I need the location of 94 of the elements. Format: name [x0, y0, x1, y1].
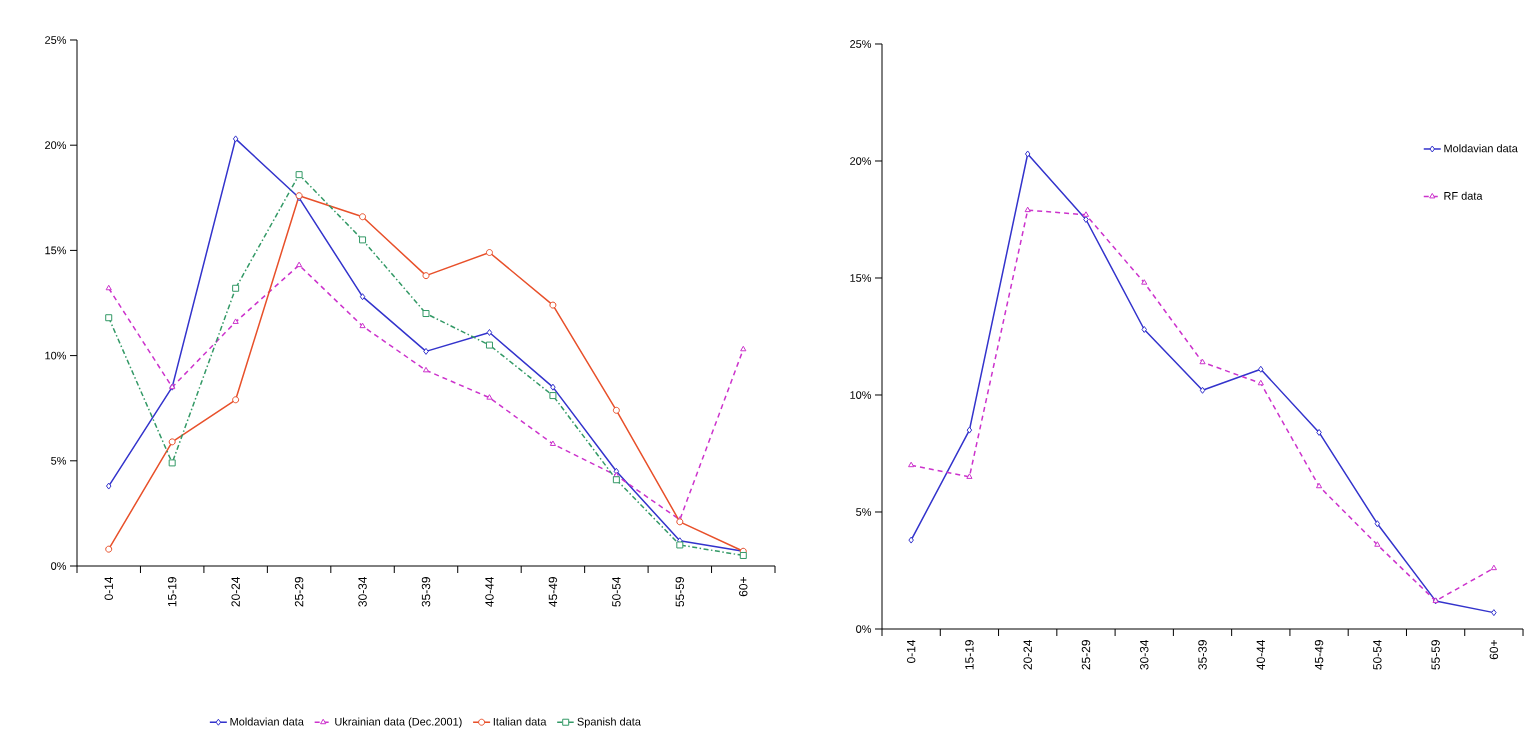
point: [486, 328, 493, 336]
point: [1316, 428, 1322, 436]
y-tick-label: 0%: [856, 625, 872, 633]
point: [549, 301, 557, 309]
x-tick-label: 0-14: [906, 639, 916, 663]
point: [485, 341, 493, 349]
point: [1083, 216, 1089, 223]
point: [423, 347, 429, 355]
point: [422, 310, 430, 318]
point: [296, 261, 303, 268]
point: [908, 536, 914, 544]
point: [422, 272, 430, 280]
point: [232, 318, 239, 324]
point: [1141, 325, 1147, 333]
point: [168, 438, 176, 446]
point: [232, 396, 240, 404]
point: [676, 518, 684, 526]
point: [1374, 541, 1381, 547]
y-tick-label: 20%: [850, 157, 872, 165]
point: [1258, 365, 1264, 373]
point: [1199, 358, 1206, 365]
y-tick-label: 5%: [856, 508, 872, 516]
point: [1491, 609, 1497, 617]
point: [550, 383, 556, 391]
point: [105, 482, 112, 490]
x-tick-label: 60+: [1489, 640, 1499, 660]
point: [1024, 206, 1031, 213]
x-tick-label: 35-39: [421, 577, 431, 607]
x-tick-label: 45-49: [548, 577, 558, 607]
x-tick-label: 40-44: [1256, 639, 1266, 670]
point: [295, 171, 303, 179]
y-tick-label: 15%: [850, 274, 872, 282]
y-tick-label: 25%: [45, 36, 67, 44]
x-tick-label: 30-34: [1140, 639, 1149, 670]
point: [1374, 520, 1381, 528]
point: [1490, 564, 1497, 571]
y-tick-label: 15%: [45, 246, 67, 255]
point: [676, 541, 684, 549]
point: [739, 551, 747, 559]
x-tick-label: 20-24: [1023, 639, 1032, 670]
y-tick-label: 10%: [850, 391, 872, 399]
point: [359, 236, 367, 244]
point: [612, 406, 620, 414]
x-tick-label: 45-49: [1314, 640, 1324, 670]
point: [908, 461, 915, 468]
x-tick-label: 35-39: [1198, 640, 1207, 670]
point: [105, 284, 112, 291]
point: [486, 394, 493, 400]
x-tick-label: 40-44: [485, 576, 494, 607]
x-tick-label: 50-54: [1373, 639, 1382, 670]
x-tick-label: 0-14: [104, 576, 113, 600]
x-tick-label: 25-29: [294, 577, 304, 607]
point: [740, 345, 747, 352]
point: [612, 476, 620, 484]
x-tick-label: 25-29: [1081, 640, 1091, 670]
point: [1199, 386, 1206, 394]
point: [232, 135, 239, 143]
x-tick-label: 55-59: [1431, 640, 1440, 670]
point: [359, 322, 366, 329]
legend-label: Italian data: [493, 717, 547, 726]
x-tick-label: 60+: [739, 577, 748, 597]
point: [422, 366, 430, 373]
y-tick-label: 5%: [51, 456, 67, 465]
point: [168, 459, 176, 467]
point: [1315, 482, 1323, 489]
x-tick-label: 55-59: [675, 577, 685, 607]
point: [1024, 150, 1031, 158]
point: [485, 249, 493, 256]
y-tick-label: 20%: [45, 141, 67, 150]
point: [232, 284, 240, 292]
y-tick-label: 0%: [51, 562, 67, 570]
y-tick-label: 25%: [850, 40, 872, 48]
legend-label: Moldavian data: [230, 717, 304, 726]
y-tick-label: 10%: [45, 351, 67, 360]
legend-label: Ukrainian data (Dec.2001): [335, 717, 462, 728]
legend-label: RF data: [1444, 191, 1483, 200]
point: [549, 392, 557, 400]
point: [1257, 379, 1264, 386]
point: [966, 426, 973, 434]
point: [105, 545, 113, 553]
x-tick-label: 20-24: [231, 576, 240, 607]
x-tick-label: 15-19: [965, 640, 974, 670]
legend-label: Moldavian data: [1444, 144, 1518, 153]
x-tick-label: 50-54: [612, 576, 621, 607]
point: [1082, 211, 1090, 217]
legend-label: Spanish data: [577, 717, 641, 728]
point: [966, 473, 973, 479]
x-tick-label: 30-34: [358, 576, 367, 607]
point: [359, 293, 366, 301]
point: [549, 440, 557, 446]
x-tick-label: 15-19: [167, 577, 177, 607]
point: [105, 314, 113, 322]
point: [1141, 279, 1148, 285]
point: [359, 213, 367, 221]
